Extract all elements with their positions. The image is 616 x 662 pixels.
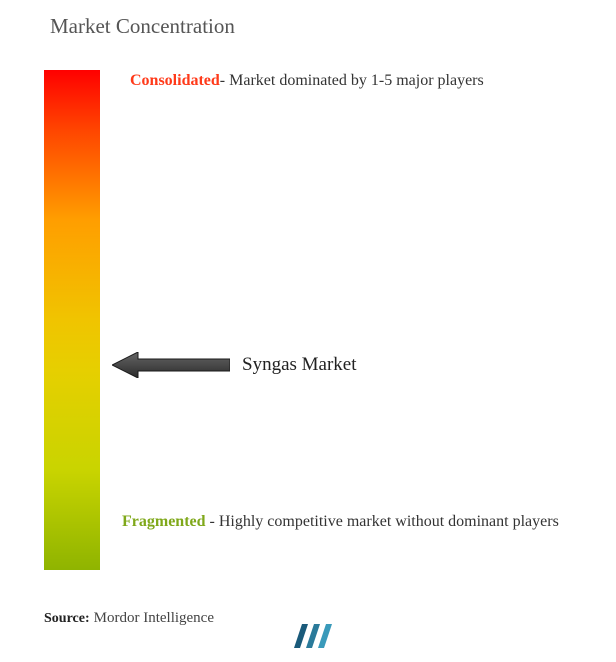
source-line: Source: Mordor Intelligence: [44, 610, 214, 627]
market-marker: Syngas Market: [112, 352, 357, 378]
consolidated-label: Consolidated- Market dominated by 1-5 ma…: [130, 70, 484, 92]
consolidated-keyword: Consolidated: [130, 72, 220, 89]
concentration-gradient-bar: [44, 70, 100, 570]
source-value: Mordor Intelligence: [94, 610, 214, 627]
mordor-logo-icon: [292, 620, 336, 650]
consolidated-description: - Market dominated by 1-5 major players: [220, 72, 484, 89]
fragmented-keyword: Fragmented: [122, 513, 206, 530]
fragmented-description: - Highly competitive market without domi…: [206, 513, 559, 530]
arrow-left-icon: [112, 352, 230, 378]
page-title: Market Concentration: [50, 14, 235, 39]
fragmented-label: Fragmented - Highly competitive market w…: [122, 506, 559, 538]
source-label: Source:: [44, 611, 90, 627]
market-marker-label: Syngas Market: [242, 354, 357, 376]
